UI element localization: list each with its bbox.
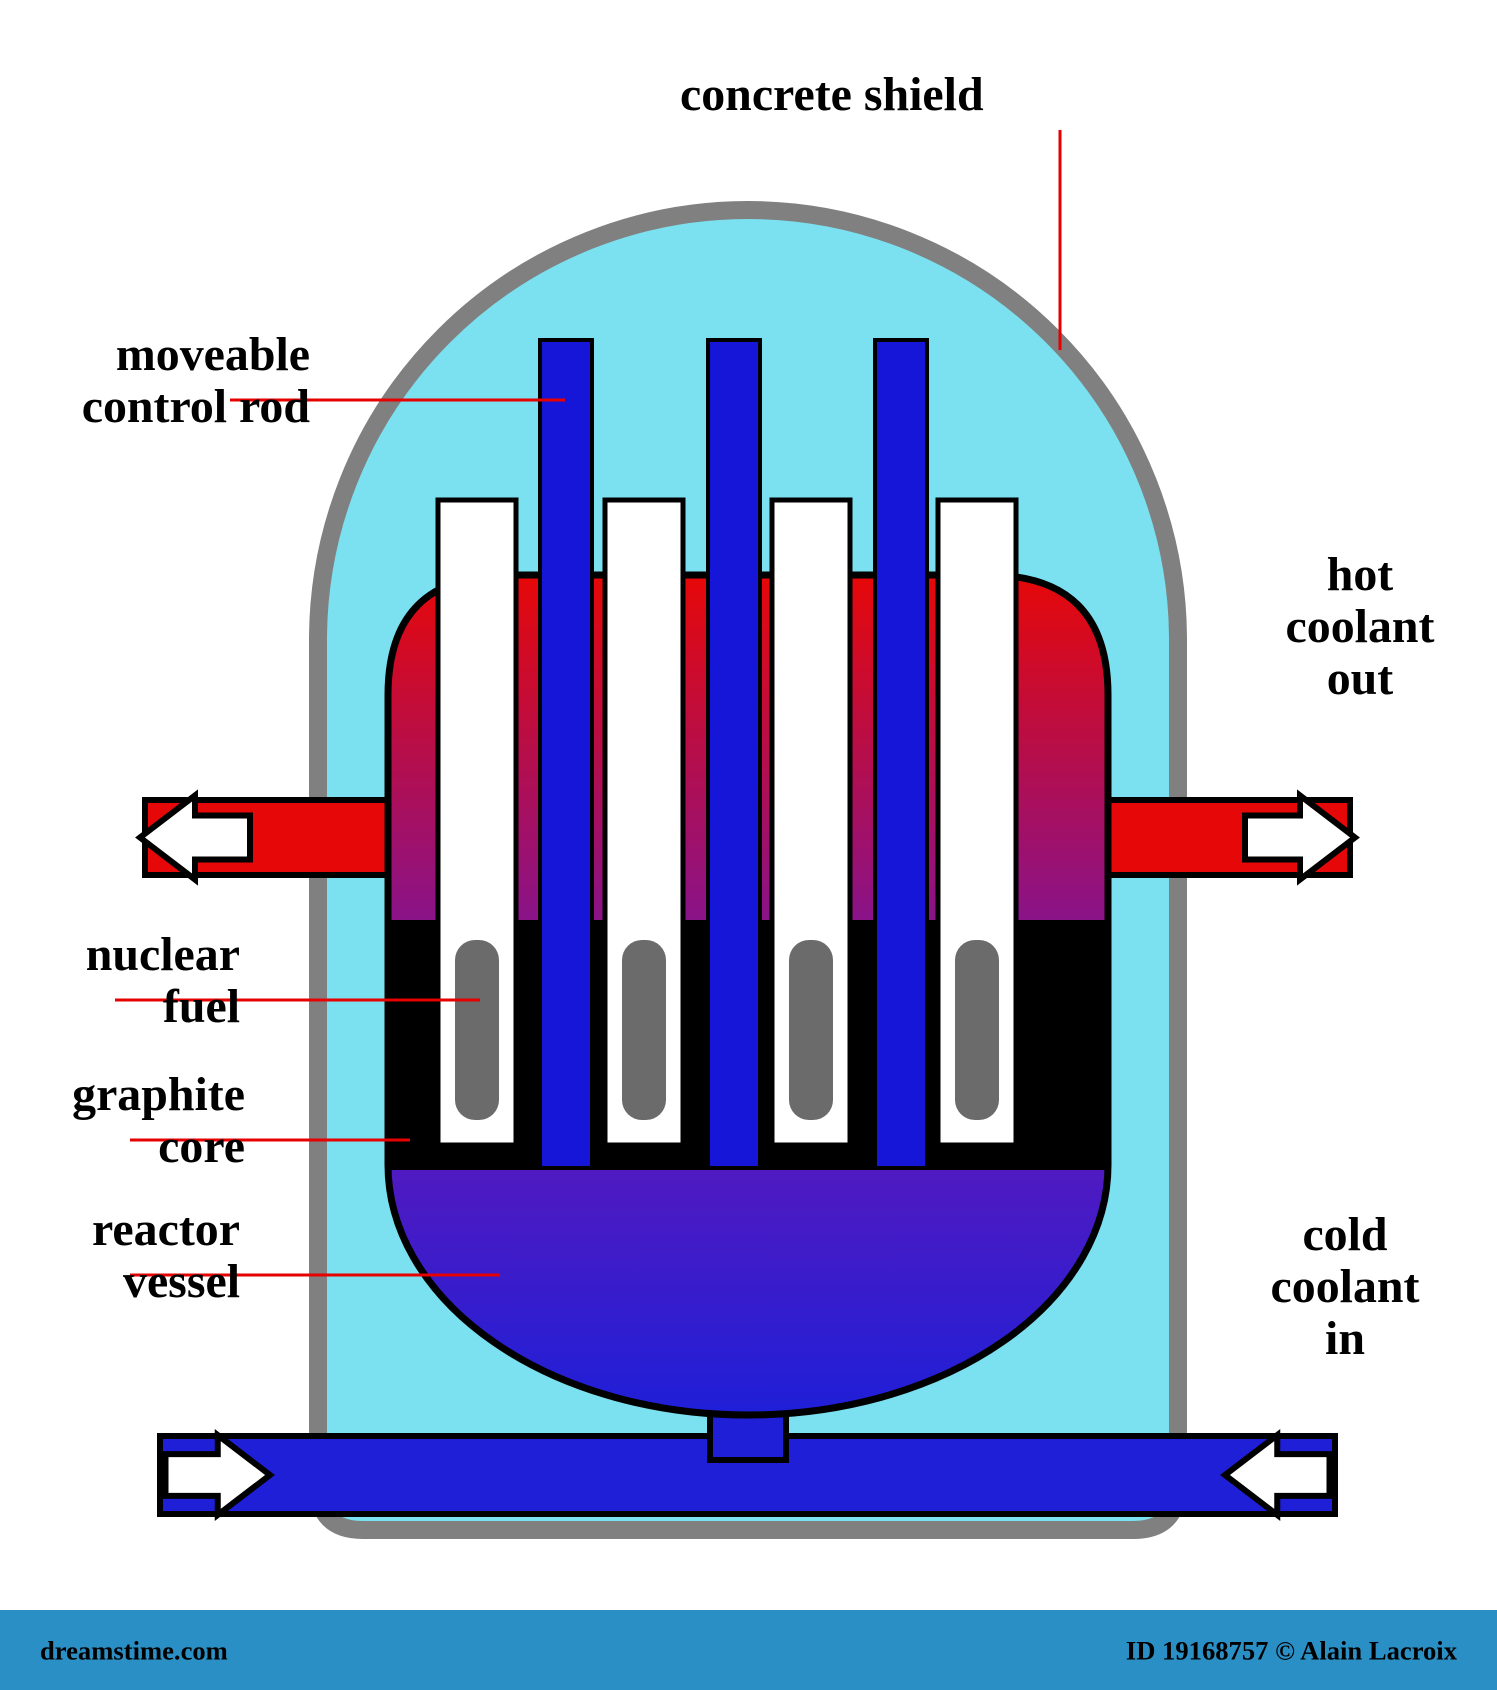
fuel-pellet xyxy=(622,940,666,1120)
label-hot_coolant_out: hot xyxy=(1327,548,1394,601)
label-nuclear_fuel: nuclear xyxy=(86,928,240,981)
control-rod xyxy=(540,340,592,1168)
label-control_rod: moveable xyxy=(116,328,310,381)
label-nuclear_fuel: fuel xyxy=(163,980,240,1033)
footer-site-text: dreamstime.com xyxy=(40,1635,228,1665)
footer-id-text: ID 19168757 © Alain Lacroix xyxy=(1126,1635,1458,1665)
fuel-pellet xyxy=(955,940,999,1120)
label-cold_coolant_in: coolant xyxy=(1271,1260,1420,1313)
control-rod xyxy=(708,340,760,1168)
label-reactor_vessel: reactor xyxy=(92,1203,240,1256)
label-control_rod: control rod xyxy=(82,380,311,433)
label-graphite_core: graphite xyxy=(72,1068,245,1121)
control-rod xyxy=(875,340,927,1168)
reactor-diagram: concrete shield moveablecontrol rod nuclea… xyxy=(0,0,1497,1690)
label-hot_coolant_out: out xyxy=(1327,652,1394,705)
label-reactor_vessel: vessel xyxy=(123,1255,240,1308)
label-hot_coolant_out: coolant xyxy=(1286,600,1435,653)
label-concrete_shield: concrete shield xyxy=(680,68,984,121)
fuel-pellet xyxy=(455,940,499,1120)
label-cold_coolant_in: in xyxy=(1325,1312,1365,1365)
fuel-pellet xyxy=(789,940,833,1120)
label-graphite_core: core xyxy=(158,1120,245,1173)
label-cold_coolant_in: cold xyxy=(1302,1208,1387,1261)
